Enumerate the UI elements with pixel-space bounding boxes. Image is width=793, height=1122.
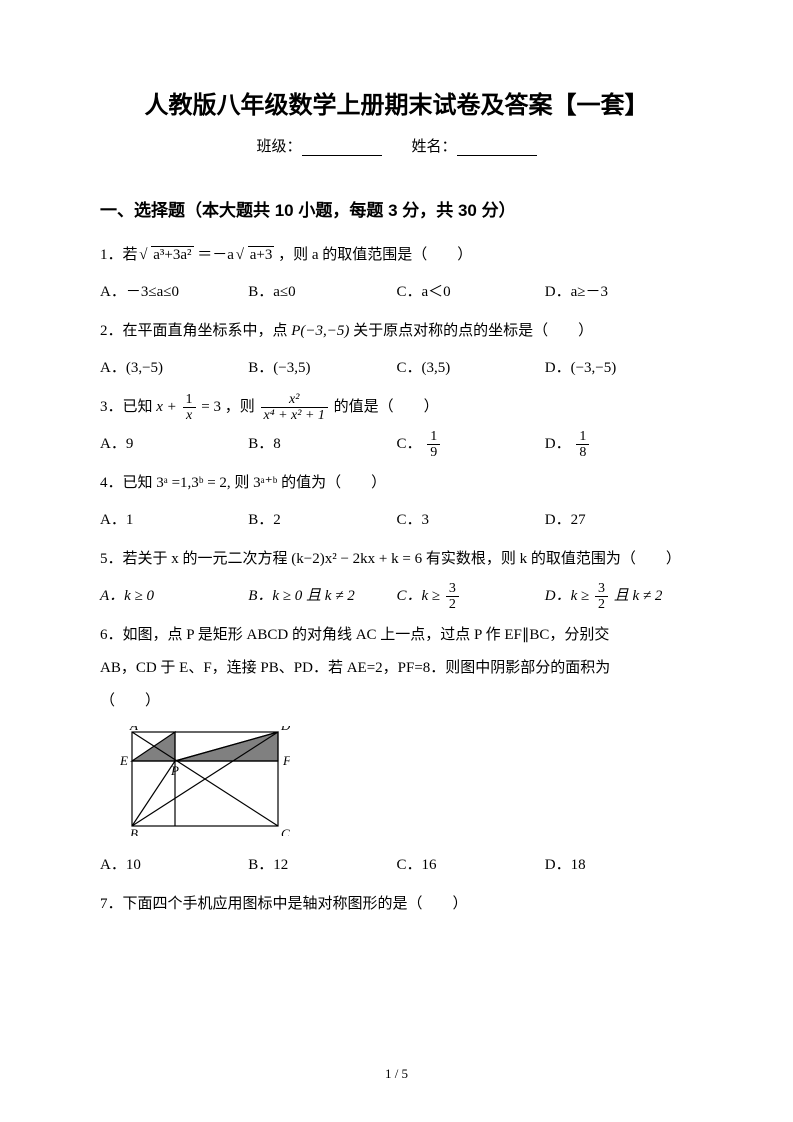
q5-option-d[interactable]: D．k ≥ 3 2 且 k ≠ 2 (545, 580, 693, 613)
q6-options: A．10 B．12 C．16 D．18 (100, 849, 693, 882)
q2-option-d[interactable]: D．(−3,−5) (545, 352, 693, 385)
svg-text:C: C (281, 826, 290, 836)
q1-option-c[interactable]: C．a＜0 (397, 276, 545, 309)
q3-eq-x: x + (156, 399, 177, 415)
student-info-line: 班级： 姓名： (100, 135, 693, 156)
q6-figure: A D B C E F P (120, 726, 693, 841)
fraction-icon: 3 2 (446, 581, 459, 613)
name-label: 姓名： (412, 139, 457, 155)
q6-option-b[interactable]: B．12 (248, 849, 396, 882)
svg-text:E: E (120, 753, 128, 768)
exam-page: 人教版八年级数学上册期末试卷及答案【一套】 班级： 姓名： 一、选择题（本大题共… (0, 0, 793, 1122)
q6-option-d[interactable]: D．18 (545, 849, 693, 882)
question-5: 5．若关于 x 的一元二次方程 (k−2)x² − 2kx + k = 6 有实… (100, 543, 693, 576)
q3-option-c[interactable]: C． 1 9 (397, 428, 545, 461)
q2-suffix: 关于原点对称的点的坐标是（ ） (353, 323, 593, 339)
q5-option-a[interactable]: A．k ≥ 0 (100, 580, 248, 613)
q4-option-b[interactable]: B．2 (248, 504, 396, 537)
q2-prefix: 2．在平面直角坐标系中，点 (100, 323, 288, 339)
q4-option-c[interactable]: C．3 (397, 504, 545, 537)
fraction-icon: 1 9 (427, 429, 440, 461)
q3-options: A．9 B．8 C． 1 9 D． 1 8 (100, 428, 693, 461)
q1-option-d[interactable]: D．a≥－3 (545, 276, 693, 309)
q2-option-b[interactable]: B．(−3,5) (248, 352, 396, 385)
q5-option-c[interactable]: C．k ≥ 3 2 (397, 580, 545, 613)
q6-option-c[interactable]: C．16 (397, 849, 545, 882)
q6-option-a[interactable]: A．10 (100, 849, 248, 882)
q2-options: A．(3,−5) B．(−3,5) C．(3,5) D．(−3,−5) (100, 352, 693, 385)
svg-text:A: A (129, 726, 138, 733)
fraction-icon: 1 8 (576, 429, 589, 461)
section-1-title: 一、选择题（本大题共 10 小题，每题 3 分，共 30 分） (100, 196, 693, 221)
fraction-icon: 3 2 (595, 581, 608, 613)
page-footer: 1 / 5 (0, 1066, 793, 1082)
q5-options: A．k ≥ 0 B．k ≥ 0 且 k ≠ 2 C．k ≥ 3 2 D．k ≥ … (100, 580, 693, 613)
q4-option-a[interactable]: A．1 (100, 504, 248, 537)
question-6: 6．如图，点 P 是矩形 ABCD 的对角线 AC 上一点，过点 P 作 EF∥… (100, 619, 693, 718)
class-blank[interactable] (302, 141, 382, 156)
sqrt-icon: a³+3a² (141, 239, 193, 272)
q3-mid: ，则 (225, 399, 255, 415)
q1-prefix: 1．若 (100, 247, 138, 263)
question-2: 2．在平面直角坐标系中，点 P(−3,−5) 关于原点对称的点的坐标是（ ） (100, 315, 693, 348)
fraction-icon: 1 x (183, 392, 196, 424)
q1-option-b[interactable]: B．a≤0 (248, 276, 396, 309)
q3-eq-rhs: = 3 (201, 399, 221, 415)
q1-options: A．－3≤a≤0 B．a≤0 C．a＜0 D．a≥－3 (100, 276, 693, 309)
name-blank[interactable] (457, 141, 537, 156)
question-4: 4．已知 3ᵃ =1,3ᵇ = 2, 则 3ᵃ⁺ᵇ 的值为（ ） (100, 467, 693, 500)
q4-options: A．1 B．2 C．3 D．27 (100, 504, 693, 537)
page-title: 人教版八年级数学上册期末试卷及答案【一套】 (100, 85, 693, 120)
q2-point: P(−3,−5) (291, 323, 349, 339)
fraction-icon: x² x⁴ + x² + 1 (261, 392, 328, 424)
q3-option-b[interactable]: B．8 (248, 428, 396, 461)
q3-prefix: 3．已知 (100, 399, 153, 415)
question-7: 7．下面四个手机应用图标中是轴对称图形的是（ ） (100, 888, 693, 921)
q5-option-b[interactable]: B．k ≥ 0 且 k ≠ 2 (248, 580, 396, 613)
class-label: 班级： (256, 139, 301, 155)
q1-option-a[interactable]: A．－3≤a≤0 (100, 276, 248, 309)
question-3: 3．已知 x + 1 x = 3 ，则 x² x⁴ + x² + 1 的值是（ … (100, 391, 693, 424)
svg-text:D: D (280, 726, 290, 733)
q3-suffix: 的值是（ ） (334, 399, 439, 415)
svg-text:P: P (170, 763, 179, 778)
q2-option-c[interactable]: C．(3,5) (397, 352, 545, 385)
rectangle-diagram: A D B C E F P (120, 726, 290, 836)
q3-option-a[interactable]: A．9 (100, 428, 248, 461)
q1-mid: ＝－a (197, 247, 234, 263)
sqrt-icon: a+3 (238, 239, 275, 272)
q1-suffix: ，则 a 的取值范围是（ ） (278, 247, 472, 263)
svg-text:F: F (282, 753, 290, 768)
q2-option-a[interactable]: A．(3,−5) (100, 352, 248, 385)
q3-option-d[interactable]: D． 1 8 (545, 428, 693, 461)
svg-text:B: B (130, 826, 138, 836)
q4-option-d[interactable]: D．27 (545, 504, 693, 537)
question-1: 1．若 a³+3a² ＝－a a+3 ，则 a 的取值范围是（ ） (100, 239, 693, 272)
